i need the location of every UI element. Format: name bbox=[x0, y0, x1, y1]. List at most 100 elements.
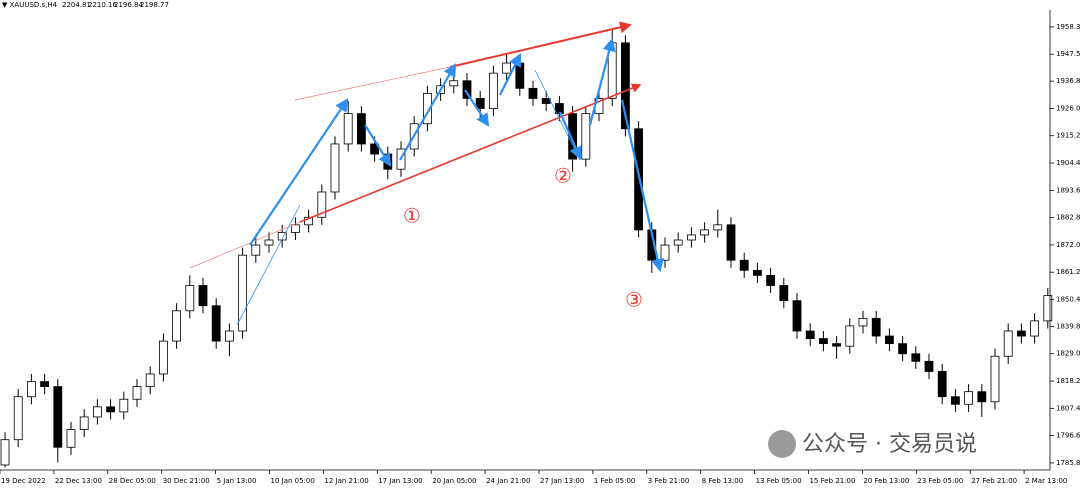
candle-body bbox=[106, 406, 115, 413]
x-tick-label: 15 Feb 21:00 bbox=[810, 477, 856, 485]
trend-lines bbox=[189, 21, 665, 326]
candle-body bbox=[515, 62, 525, 89]
candle-body bbox=[937, 371, 947, 398]
candle-body bbox=[1003, 330, 1013, 357]
candle-body bbox=[238, 254, 248, 332]
candle-body bbox=[0, 439, 10, 466]
lower-trend-thin bbox=[189, 221, 301, 269]
candle-body bbox=[687, 234, 696, 241]
wave-arrow bbox=[464, 89, 490, 127]
wave-arrow bbox=[588, 37, 616, 126]
candle-body bbox=[964, 391, 973, 405]
candle-body bbox=[119, 398, 129, 413]
candle-body bbox=[449, 80, 459, 87]
candle-body bbox=[26, 381, 36, 398]
y-tick-label: 1850.45 bbox=[1056, 296, 1080, 304]
candle-body bbox=[251, 244, 261, 256]
candle-body bbox=[53, 386, 63, 448]
candle-body bbox=[198, 285, 208, 307]
candle-body bbox=[488, 72, 498, 109]
candle-body bbox=[990, 355, 1000, 403]
y-tick-label: 1807.40 bbox=[1056, 404, 1080, 412]
y-tick-label: 1915.25 bbox=[1056, 132, 1080, 140]
wave-arrow bbox=[236, 204, 301, 326]
candle-body bbox=[1043, 295, 1053, 322]
candle-body bbox=[845, 325, 855, 347]
x-tick-label: 5 Jan 13:00 bbox=[217, 477, 257, 485]
upper-trend bbox=[449, 21, 632, 68]
y-tick-label: 1785.80 bbox=[1056, 459, 1080, 467]
header-value: 2196.84 bbox=[114, 1, 143, 9]
candle-body bbox=[911, 353, 921, 362]
annotation: ② bbox=[554, 164, 572, 188]
x-tick-label: 8 Feb 13:00 bbox=[702, 477, 743, 485]
candle-body bbox=[898, 343, 907, 355]
candle-body bbox=[555, 103, 564, 115]
candle-body bbox=[805, 330, 815, 339]
candle-body bbox=[13, 396, 23, 441]
header-value: 2198.77 bbox=[140, 1, 169, 9]
y-tick-label: 1904.45 bbox=[1056, 159, 1080, 167]
candle-body bbox=[779, 285, 789, 302]
upper-trend-thin bbox=[294, 66, 451, 101]
y-tick-label: 1947.50 bbox=[1056, 50, 1080, 58]
candle-body bbox=[356, 113, 366, 145]
candle-body bbox=[93, 406, 102, 418]
y-tick-label: 1882.85 bbox=[1056, 214, 1080, 222]
candle-body bbox=[541, 98, 551, 104]
candle-body bbox=[726, 224, 736, 261]
x-tick-label: 22 Dec 13:00 bbox=[55, 477, 102, 485]
candle-body bbox=[317, 191, 327, 218]
candle-body bbox=[819, 338, 828, 345]
y-tick-label: 1829.00 bbox=[1056, 350, 1080, 358]
wave-arrow bbox=[249, 98, 349, 246]
header-value: 2210.16 bbox=[88, 1, 117, 9]
candle-body bbox=[290, 224, 300, 233]
candle-body bbox=[343, 113, 353, 145]
candles bbox=[0, 30, 1053, 468]
wave-arrow bbox=[534, 69, 581, 161]
y-tick-label: 1796.60 bbox=[1056, 432, 1080, 440]
y-tick-label: 1818.20 bbox=[1056, 377, 1080, 385]
candle-body bbox=[660, 244, 670, 261]
candle-body bbox=[132, 386, 142, 400]
candle-body bbox=[977, 391, 987, 403]
x-tick-label: 20 Jan 05:00 bbox=[432, 477, 476, 485]
candle-body bbox=[885, 335, 894, 345]
candle-body bbox=[370, 143, 380, 155]
candle-body bbox=[951, 396, 960, 405]
candle-body bbox=[502, 62, 512, 74]
y-tick-label: 1872.05 bbox=[1056, 241, 1080, 249]
candle-body bbox=[581, 113, 591, 160]
candle-body bbox=[422, 92, 432, 125]
x-tick-label: 30 Dec 21:00 bbox=[163, 477, 210, 485]
candle-body bbox=[79, 416, 89, 430]
wave-arrow bbox=[399, 63, 457, 161]
candle-body bbox=[621, 42, 630, 130]
wave-arrow bbox=[558, 111, 582, 161]
candle-body bbox=[172, 310, 182, 342]
watermark-icon bbox=[768, 430, 796, 458]
x-tick-label: 24 Jan 21:00 bbox=[486, 477, 530, 485]
x-tick-label: 19 Dec 2022 bbox=[1, 477, 46, 485]
wave-arrows bbox=[236, 37, 665, 326]
x-tick-label: 13 Feb 05:00 bbox=[756, 477, 802, 485]
wave-arrow bbox=[364, 124, 392, 167]
y-tick-label: 1958.30 bbox=[1056, 23, 1080, 31]
x-tick-label: 1 Feb 05:00 bbox=[594, 477, 635, 485]
x-tick-label: 3 Feb 21:00 bbox=[648, 477, 689, 485]
candle-body bbox=[40, 381, 49, 388]
candle-body bbox=[185, 285, 195, 312]
candle-body bbox=[462, 80, 472, 99]
candle-body bbox=[739, 259, 749, 271]
candle-body bbox=[871, 317, 881, 337]
candle-body bbox=[858, 317, 868, 327]
candle-body bbox=[475, 98, 485, 109]
candle-body bbox=[145, 373, 155, 388]
candle-body bbox=[158, 340, 168, 375]
candle-body bbox=[634, 128, 643, 231]
annotation: ① bbox=[403, 204, 421, 228]
y-tick-label: 1936.85 bbox=[1056, 77, 1080, 85]
candle-body bbox=[277, 232, 287, 241]
